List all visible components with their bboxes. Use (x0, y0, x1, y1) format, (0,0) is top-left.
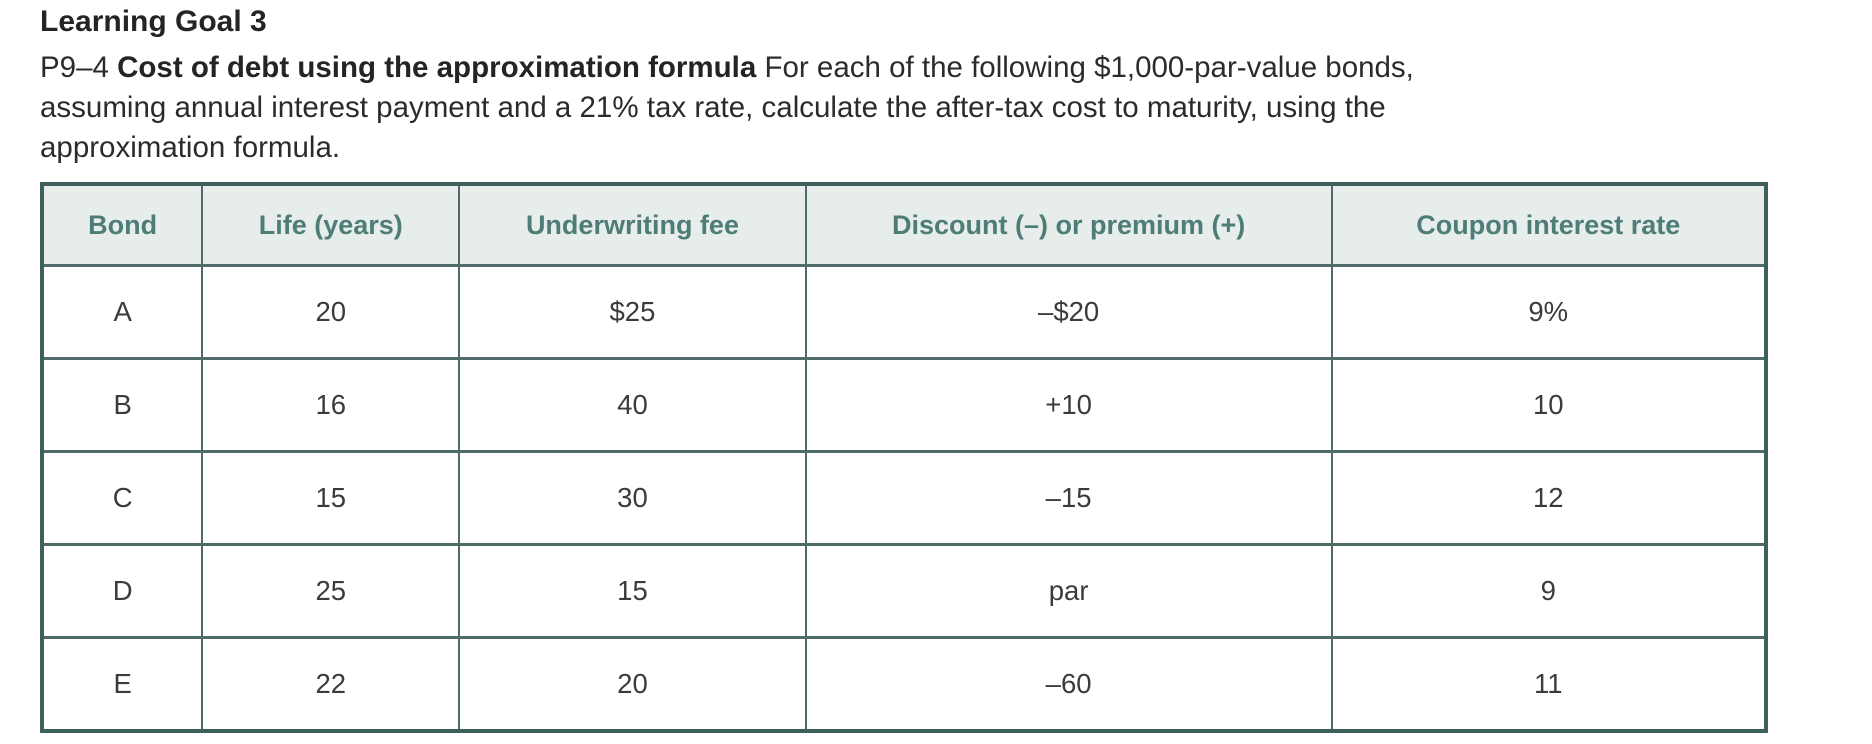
column-header: Discount (–) or premium (+) (804, 183, 1333, 267)
table-cell: 11 (1330, 636, 1768, 733)
problem-title: Cost of debt using the approximation for… (117, 51, 757, 84)
table-cell: 22 (201, 636, 461, 733)
table-cell: D (40, 543, 204, 639)
table-cell: 12 (1330, 450, 1768, 546)
table-cell: par (804, 543, 1333, 639)
table-cell: 30 (458, 450, 807, 546)
column-header: Underwriting fee (458, 183, 807, 267)
table-cell: –$20 (804, 264, 1333, 360)
table-cell: 20 (458, 636, 807, 733)
problem-statement: P9–4 Cost of debt using the approximatio… (40, 48, 1470, 168)
table-cell: 9 (1330, 543, 1768, 639)
table-cell: A (40, 264, 204, 360)
table-cell: 10 (1330, 357, 1768, 453)
table-cell: +10 (804, 357, 1333, 453)
table-cell: 9% (1330, 264, 1768, 360)
problem-body: For each of the following $1,000-par-val… (40, 51, 1414, 164)
column-header: Life (years) (201, 183, 461, 267)
table-row: D 25 15 par 9 (40, 543, 1768, 639)
table-header-row: Bond Life (years) Underwriting fee Discount… (40, 183, 1768, 267)
table-cell: –60 (804, 636, 1333, 733)
table-cell: 16 (201, 357, 461, 453)
learning-goal-heading: Learning Goal 3 (40, 5, 267, 38)
table-cell: –15 (804, 450, 1333, 546)
table-cell: $25 (458, 264, 807, 360)
table-cell: E (40, 636, 204, 733)
table-row: E 22 20 –60 11 (40, 636, 1768, 733)
bonds-table: Bond Life (years) Underwriting fee Discount… (40, 182, 1768, 733)
table-cell: B (40, 357, 204, 453)
table-cell: 20 (201, 264, 461, 360)
table-cell: 25 (201, 543, 461, 639)
table-row: B 16 40 +10 10 (40, 357, 1768, 453)
problem-number: P9–4 (40, 51, 118, 84)
table-cell: 15 (201, 450, 461, 546)
table-cell: C (40, 450, 204, 546)
column-header: Coupon interest rate (1330, 183, 1768, 267)
table-cell: 15 (458, 543, 807, 639)
table-row: A 20 $25 –$20 9% (40, 264, 1768, 360)
table-cell: 40 (458, 357, 807, 453)
column-header: Bond (40, 183, 204, 267)
table-row: C 15 30 –15 12 (40, 450, 1768, 546)
